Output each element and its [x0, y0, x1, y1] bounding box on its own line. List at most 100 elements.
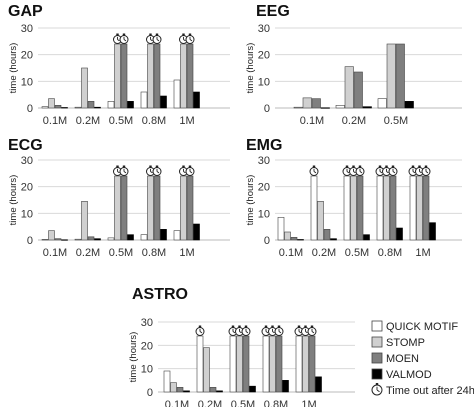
timeout-icon	[388, 165, 398, 176]
y-tick-label: 10	[258, 76, 270, 88]
timeout-icon	[408, 165, 418, 176]
y-tick-label: 0	[147, 387, 153, 399]
bar-1M-stomp	[180, 43, 187, 109]
bar-0.5M-stomp	[386, 43, 396, 109]
legend-label: VALMOD	[386, 369, 432, 381]
bar-0.2M-stomp	[317, 201, 324, 241]
bar-1M-valmod	[193, 223, 200, 241]
bar-1M-valmod	[429, 222, 436, 241]
bar-0.2M-quick-motif	[74, 238, 82, 241]
bar-0.1M-valmod	[183, 390, 190, 393]
bar-0.5M-valmod	[127, 234, 134, 241]
bar-0.1M-quick-motif	[293, 106, 303, 109]
timeout-icon	[179, 165, 188, 176]
bar-0.1M-moen	[54, 238, 62, 241]
bar-0.2M-valmod	[94, 106, 101, 109]
bar-0.2M-valmod	[216, 390, 223, 393]
x-tick-label: 0.8M	[142, 115, 166, 127]
bar-0.1M-valmod	[61, 107, 68, 109]
bar-0.5M-valmod	[127, 101, 134, 109]
x-tick-label: 0.5M	[345, 247, 369, 259]
chart-ecg: ECG time (hours) 0 10 20 30 0.1M 0.2M 0.5M 0.8M 1M	[8, 137, 230, 259]
bar-1M-moen	[422, 175, 430, 241]
bar-0.8M-quick-motif	[262, 335, 270, 393]
bar-0.2M-stomp	[344, 66, 354, 109]
bar-0.5M-valmod	[404, 101, 414, 109]
x-tick-label: 0.1M	[279, 247, 303, 259]
bar-0.2M-quick-motif	[310, 175, 318, 241]
y-tick-label: 10	[141, 364, 153, 376]
x-tick-label: 1M	[179, 115, 194, 127]
bar-0.5M-quick-motif	[107, 101, 115, 109]
bar-0.2M-moen	[87, 236, 95, 241]
chart-emg: EMG time (hours) 0 10 20 30 0.1M 0.2M 0.5M 0.8M 1M	[245, 137, 462, 259]
y-tick-label: 0	[27, 103, 33, 115]
bar-0.5M-moen	[242, 335, 250, 393]
bar-0.5M-moen	[356, 175, 364, 241]
bar-0.2M-moen	[209, 387, 217, 393]
bar-0.5M-valmod	[249, 385, 256, 393]
y-tick-label: 0	[264, 235, 270, 247]
bar-0.2M-quick-motif	[196, 335, 204, 393]
bar-0.8M-stomp	[383, 175, 390, 241]
timeout-icon	[375, 165, 385, 176]
bar-0.8M-stomp	[147, 43, 154, 109]
legend-swatch-moen	[371, 352, 383, 364]
bar-0.2M-stomp	[81, 67, 88, 109]
y-tick-label: 10	[21, 208, 33, 220]
chart-eeg: EEG time (hours) 0 10 20 30 0.1M 0.2M 0.5M	[245, 3, 462, 127]
timeout-icon	[309, 165, 319, 176]
bar-0.5M-quick-motif	[107, 237, 115, 241]
x-tick-label: 0.8M	[142, 247, 166, 259]
timeout-icon	[342, 165, 352, 176]
y-axis-label: time (hours)	[128, 332, 139, 383]
bar-0.1M-stomp	[170, 382, 177, 393]
bar-0.1M-stomp	[284, 231, 291, 241]
y-tick-label: 20	[21, 50, 33, 62]
bar-1M-valmod	[315, 376, 322, 393]
bar-0.5M-stomp	[114, 43, 121, 109]
bar-0.2M-quick-motif	[335, 105, 345, 109]
x-tick-label: 1M	[415, 247, 430, 259]
timeout-icon	[119, 33, 129, 44]
bar-0.1M-moen	[290, 237, 298, 241]
y-axis-label: time (hours)	[8, 175, 19, 226]
timeout-icon	[261, 325, 271, 336]
bar-1M-quick-motif	[173, 230, 181, 241]
y-axis-label: time (hours)	[8, 43, 19, 94]
bar-0.8M-quick-motif	[376, 175, 384, 241]
bar-1M-moen	[186, 175, 194, 241]
bar-0.8M-quick-motif	[140, 91, 148, 109]
bar-0.5M-stomp	[236, 335, 243, 393]
bar-1M-stomp	[416, 175, 423, 241]
chart-title: EEG	[256, 3, 290, 20]
bar-1M-moen	[308, 335, 316, 393]
bar-0.8M-moen	[389, 175, 397, 241]
bar-0.1M-stomp	[48, 230, 55, 241]
timeout-icon	[185, 33, 195, 44]
x-tick-label: 0.5M	[109, 115, 133, 127]
x-tick-label: 0.8M	[264, 399, 288, 407]
x-tick-label: 0.1M	[165, 399, 189, 407]
bar-0.2M-stomp	[81, 201, 88, 241]
y-tick-label: 30	[258, 23, 270, 35]
bar-0.1M-quick-motif	[41, 106, 49, 109]
bar-0.2M-valmod	[94, 238, 101, 241]
bar-0.2M-quick-motif	[74, 106, 82, 109]
bar-0.2M-stomp	[203, 347, 210, 393]
bar-1M-valmod	[193, 91, 200, 109]
legend-label: STOMP	[386, 337, 425, 349]
bar-0.2M-moen	[323, 229, 331, 241]
chart-title: ASTRO	[132, 286, 188, 303]
bar-0.8M-stomp	[147, 175, 154, 241]
bar-1M-quick-motif	[295, 335, 303, 393]
x-tick-label: 0.1M	[300, 115, 324, 127]
y-axis-label: time (hours)	[245, 43, 256, 94]
y-tick-label: 30	[21, 23, 33, 35]
legend-swatch-quick-motif	[371, 320, 383, 332]
y-tick-label: 0	[27, 235, 33, 247]
y-tick-label: 30	[141, 317, 153, 329]
chart-title: GAP	[8, 3, 43, 20]
timeout-icon	[241, 325, 251, 336]
